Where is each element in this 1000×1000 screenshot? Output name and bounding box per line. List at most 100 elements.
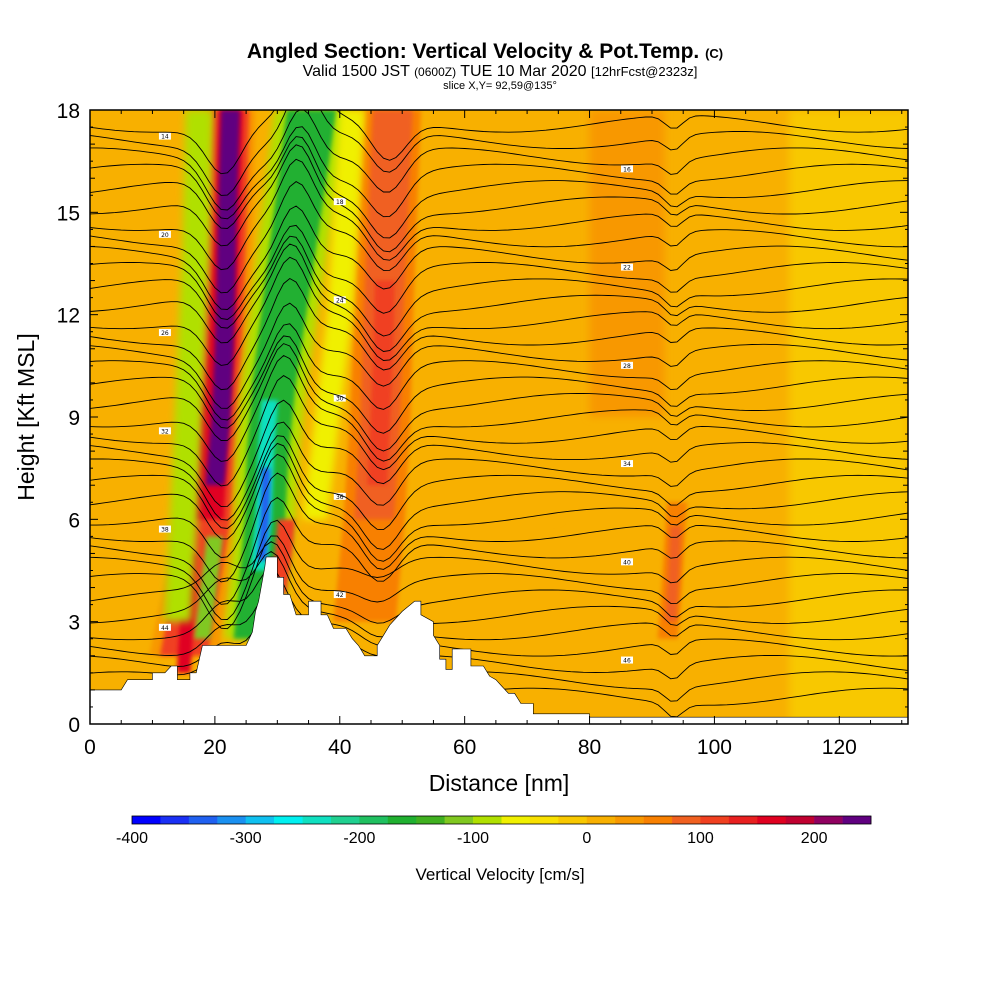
- contour-label: 38: [161, 527, 169, 534]
- contour-label: 20: [161, 232, 169, 239]
- colorbar-swatch: [217, 816, 246, 824]
- theta-contour-line: [90, 110, 908, 196]
- chart-title-unit: (C): [705, 46, 723, 61]
- x-tick-label: 0: [84, 736, 96, 759]
- theta-contour-line: [90, 550, 908, 638]
- contour-label-bg: [333, 394, 346, 402]
- colorbar-label: Vertical Velocity [cm/s]: [415, 865, 584, 884]
- downdraft-2: [194, 536, 224, 639]
- theta-contour-line: [90, 442, 908, 550]
- contour-label-bg: [158, 623, 171, 631]
- terrain: [90, 556, 908, 724]
- terrain-profile: [90, 556, 908, 724]
- x-tick-label: 20: [203, 736, 226, 759]
- contour-label-bg: [333, 296, 346, 304]
- theta-contour-line: [90, 375, 908, 487]
- colorbar-tick-label: 200: [801, 830, 828, 847]
- y-tick-label: 0: [68, 714, 80, 737]
- theta-contour-line: [90, 323, 908, 421]
- contour-label: 18: [336, 199, 344, 206]
- colorbar-tick-label: 0: [582, 830, 591, 847]
- theta-contour-line: [90, 592, 908, 657]
- field-patch-west: [90, 110, 165, 724]
- x-tick-label: 40: [328, 736, 351, 759]
- colorbar-swatch: [842, 816, 872, 824]
- contour-label-bg: [333, 492, 346, 500]
- colorbar-swatch: [416, 816, 445, 824]
- theta-contour-line: [90, 205, 908, 310]
- x-axis: 0 20 40 60 80 100 120: [84, 110, 903, 759]
- y-tick-label: 6: [68, 509, 80, 532]
- x-tick-label: 120: [822, 736, 857, 759]
- colorbar-swatch: [302, 816, 332, 824]
- colorbar-swatch: [274, 816, 303, 824]
- colorbar-tick-label: -300: [230, 830, 262, 847]
- colorbar-swatch: [558, 816, 588, 824]
- contour-label: 16: [623, 166, 631, 173]
- contour-label: 42: [336, 592, 344, 599]
- x-tick-label: 80: [578, 736, 601, 759]
- theta-contour-line: [90, 224, 908, 320]
- contour-label: 28: [623, 363, 631, 370]
- colorbar-swatch: [188, 816, 218, 824]
- contour-label-bg: [158, 329, 171, 337]
- colorbar-swatch: [586, 816, 616, 824]
- contour-label: 26: [161, 330, 169, 337]
- theta-contour-line: [90, 277, 908, 391]
- updraft-2-core: [367, 280, 395, 486]
- field-patch-mid: [464, 382, 559, 520]
- contour-label: 36: [336, 494, 344, 501]
- colorbar-swatch: [672, 816, 701, 824]
- theta-contour-line: [90, 343, 908, 452]
- x-tick-label: 60: [453, 736, 476, 759]
- theta-contour-line: [90, 568, 908, 646]
- theta-contour-line: [90, 181, 908, 294]
- y-axis-label: Height [Kft MSL]: [13, 333, 39, 500]
- contour-label: 30: [336, 396, 344, 403]
- theta-contour-line: [90, 144, 908, 253]
- theta-contour-line: [90, 519, 908, 620]
- colorbar-swatch: [700, 816, 730, 824]
- theta-contour-line: [90, 435, 908, 531]
- flank-yellow-west: [163, 110, 214, 622]
- colorbar-tick-label: -200: [343, 830, 375, 847]
- contour-label: 32: [161, 428, 169, 435]
- colorbar-tick-label: 100: [687, 830, 714, 847]
- contour-label-bg: [158, 230, 171, 238]
- x-axis-label: Distance [nm]: [429, 770, 570, 796]
- theta-contour-line: [90, 302, 908, 409]
- contour-label: 24: [336, 297, 344, 304]
- y-tick-label: 15: [57, 202, 80, 225]
- colorbar-swatch: [359, 816, 389, 824]
- y-tick-label: 3: [68, 612, 80, 635]
- colorbar-swatch: [728, 816, 758, 824]
- contour-label-bg: [158, 427, 171, 435]
- chart-title: Angled Section: Vertical Velocity & Pot.…: [247, 40, 723, 63]
- theta-contour-line: [90, 110, 908, 175]
- contour-label: 22: [623, 265, 631, 272]
- contour-label-bg: [621, 656, 634, 664]
- theta-contour-line: [90, 235, 908, 337]
- theta-contour-line: [90, 541, 908, 624]
- contour-label-bg: [333, 198, 346, 206]
- theta-contour-line: [90, 243, 908, 352]
- colorbar-swatch: [132, 816, 161, 824]
- colorbar-tick-label: -400: [116, 830, 148, 847]
- colorbar-swatch: [387, 816, 417, 824]
- contour-label-bg: [621, 558, 634, 566]
- contour-label-bg: [621, 165, 634, 173]
- theta-contour-line: [90, 335, 908, 434]
- theta-contour-line: [90, 535, 908, 630]
- colorbar-swatch: [473, 816, 502, 824]
- colorbar-swatch: [615, 816, 644, 824]
- colorbar-swatch: [757, 816, 787, 824]
- x-tick-label: 100: [697, 736, 732, 759]
- theta-contour-line: [90, 453, 908, 562]
- contour-label: 44: [161, 625, 169, 632]
- colorbar-swatch: [245, 816, 275, 824]
- colorbar-swatch: [501, 816, 531, 824]
- contour-label-bg: [621, 361, 634, 369]
- theta-contour-line: [90, 126, 908, 220]
- y-tick-label: 12: [57, 305, 80, 328]
